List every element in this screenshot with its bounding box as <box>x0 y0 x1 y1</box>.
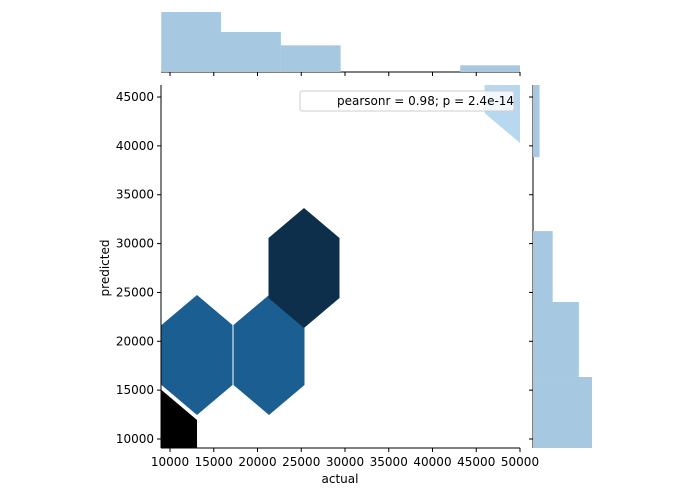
x-tick-label: 30000 <box>326 455 364 469</box>
x-tick-label: 40000 <box>413 455 451 469</box>
x-tick-label: 15000 <box>195 455 233 469</box>
hex-bin <box>484 85 520 144</box>
hex-bin <box>233 294 305 415</box>
y-tick-label: 10000 <box>116 432 154 446</box>
x-tick-label: 35000 <box>370 455 408 469</box>
hist-bar <box>533 302 579 377</box>
y-tick-label: 45000 <box>116 90 154 104</box>
hist-bar <box>161 12 222 72</box>
hex-bin <box>161 294 233 415</box>
hist-bar <box>460 65 520 72</box>
x-tick-label: 25000 <box>282 455 320 469</box>
x-tick-label: 45000 <box>457 455 495 469</box>
hist-bar <box>533 85 540 158</box>
hex-bin <box>268 208 340 329</box>
x-axis-label: actual <box>322 472 359 486</box>
y-tick-label: 15000 <box>116 383 154 397</box>
x-tick-label: 10000 <box>151 455 189 469</box>
hist-bar <box>533 376 592 448</box>
x-tick-label: 50000 <box>501 455 539 469</box>
hex-bin <box>161 389 198 448</box>
y-tick-label: 30000 <box>116 237 154 251</box>
y-axis-label: predicted <box>98 240 112 297</box>
hist-bar <box>221 32 281 72</box>
y-tick-label: 40000 <box>116 139 154 153</box>
hex-layer <box>161 85 520 448</box>
y-tick-label: 25000 <box>116 285 154 299</box>
legend-box <box>299 90 515 112</box>
y-tick-label: 35000 <box>116 188 154 202</box>
x-tick-label: 20000 <box>238 455 276 469</box>
legend-text: pearsonr = 0.98; p = 2.4e-14 <box>337 94 514 108</box>
y-tick-label: 20000 <box>116 334 154 348</box>
hist-bar <box>533 231 553 303</box>
hist-bar <box>280 45 341 72</box>
